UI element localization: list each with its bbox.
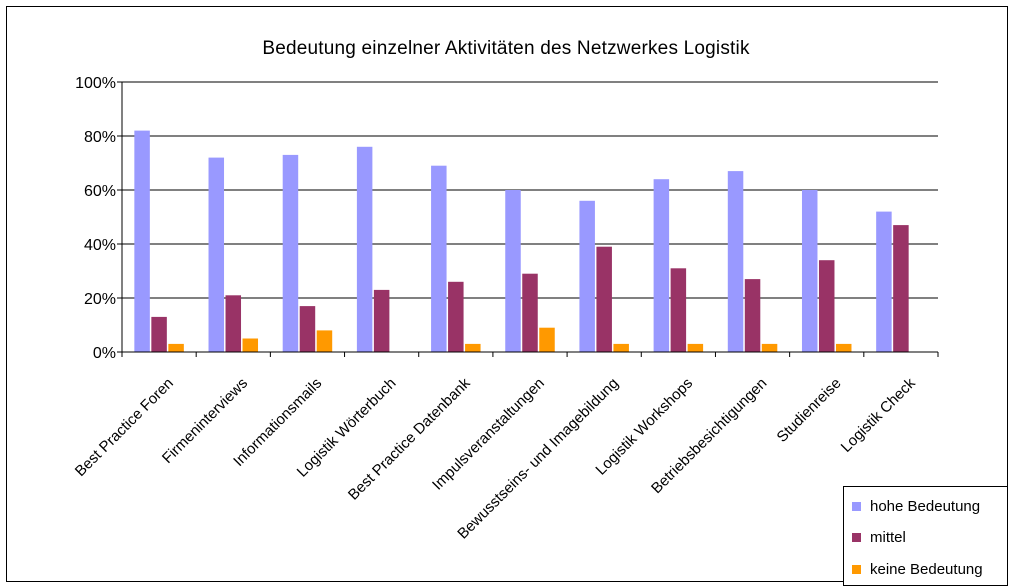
bar [225, 295, 242, 352]
bar [744, 279, 761, 352]
legend-swatch-hohe [852, 502, 861, 511]
chart-title: Bedeutung einzelner Aktivitäten des Netz… [262, 38, 750, 59]
bar [282, 154, 299, 352]
bar [801, 190, 818, 352]
legend-label-hohe: hohe Bedeutung [870, 498, 981, 515]
bar [727, 171, 744, 352]
bar [208, 157, 225, 352]
bars [134, 130, 909, 352]
bar [356, 146, 373, 352]
bar [818, 260, 835, 352]
x-category-label: Studienreise [774, 375, 845, 446]
bar [299, 306, 316, 352]
bar [151, 316, 167, 352]
y-tick-label: 80% [84, 129, 116, 146]
x-category-label: Logistik Check [838, 374, 919, 455]
x-category-label: Best Practice Datenbank [345, 374, 474, 503]
bar [670, 268, 687, 352]
legend-label-mittel: mittel [870, 529, 906, 546]
y-tick-label: 100% [75, 75, 116, 92]
bar [835, 343, 852, 352]
y-tick-label: 0% [93, 345, 116, 362]
bar [653, 179, 670, 352]
legend-label-keine: keine Bedeutung [870, 561, 983, 578]
x-category-label: Best Practice Foren [72, 375, 177, 480]
legend-item-keine: keine Bedeutung [852, 561, 983, 578]
bar [893, 225, 909, 352]
y-tick-label: 40% [84, 237, 116, 254]
bar [596, 246, 612, 352]
bar [168, 343, 184, 352]
legend-item-mittel: mittel [852, 529, 906, 546]
bar [134, 130, 150, 352]
legend-swatch-mittel [852, 533, 861, 542]
bar [687, 343, 704, 352]
bar [579, 200, 595, 352]
y-tick-label: 20% [84, 291, 116, 308]
tick-labels: 0%20%40%60%80%100%Best Practice ForenFir… [72, 75, 919, 542]
bar [505, 190, 521, 352]
x-category-label: Bewusstseins- und Imagebildung [454, 375, 622, 543]
bar [316, 330, 333, 352]
legend-swatch-keine [852, 565, 861, 574]
bar [373, 289, 390, 352]
axes [117, 81, 939, 357]
bar [448, 281, 464, 352]
y-tick-label: 60% [84, 183, 116, 200]
bar [522, 273, 538, 352]
bar [876, 211, 892, 352]
bar [465, 343, 481, 352]
bar [613, 343, 629, 352]
bar [242, 338, 259, 352]
bar [431, 165, 447, 352]
legend-item-hohe: hohe Bedeutung [852, 498, 980, 515]
legend: hohe Bedeutung mittel keine Bedeutung [843, 486, 1008, 586]
bar [761, 343, 778, 352]
bar [539, 327, 555, 352]
